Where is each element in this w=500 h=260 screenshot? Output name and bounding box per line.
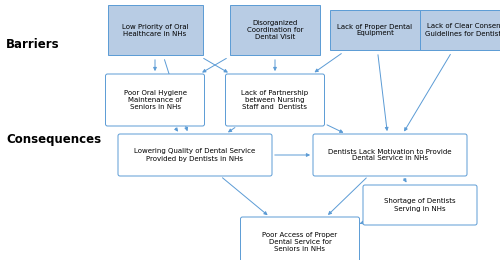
Text: Barriers: Barriers [6,38,60,51]
FancyBboxPatch shape [240,217,360,260]
Text: Lack of Partnership
between Nursing
Staff and  Dentists: Lack of Partnership between Nursing Staf… [242,90,308,110]
FancyBboxPatch shape [226,74,324,126]
Text: Disorganized
Coordination for
Dental Visit: Disorganized Coordination for Dental Vis… [247,20,303,40]
Text: Dentists Lack Motivation to Provide
Dental Service in NHs: Dentists Lack Motivation to Provide Dent… [328,148,452,161]
FancyBboxPatch shape [313,134,467,176]
Text: Lack of Clear Consent
Guidelines for Dentists: Lack of Clear Consent Guidelines for Den… [425,23,500,36]
Text: Poor Oral Hygiene
Maintenance of
Seniors in NHs: Poor Oral Hygiene Maintenance of Seniors… [124,90,186,110]
FancyBboxPatch shape [118,134,272,176]
FancyBboxPatch shape [363,185,477,225]
FancyBboxPatch shape [330,10,420,50]
FancyBboxPatch shape [108,5,202,55]
Text: Lowering Quality of Dental Service
Provided by Dentists in NHs: Lowering Quality of Dental Service Provi… [134,148,256,161]
Text: Consequences: Consequences [6,133,101,146]
Text: Lack of Proper Dental
Equipment: Lack of Proper Dental Equipment [338,23,412,36]
Text: Low Priority of Oral
Healthcare in NHs: Low Priority of Oral Healthcare in NHs [122,23,188,36]
FancyBboxPatch shape [106,74,204,126]
Text: Poor Access of Proper
Dental Service for
Seniors in NHs: Poor Access of Proper Dental Service for… [262,232,338,252]
FancyBboxPatch shape [420,10,500,50]
FancyBboxPatch shape [230,5,320,55]
Text: Shortage of Dentists
Serving in NHs: Shortage of Dentists Serving in NHs [384,198,456,211]
